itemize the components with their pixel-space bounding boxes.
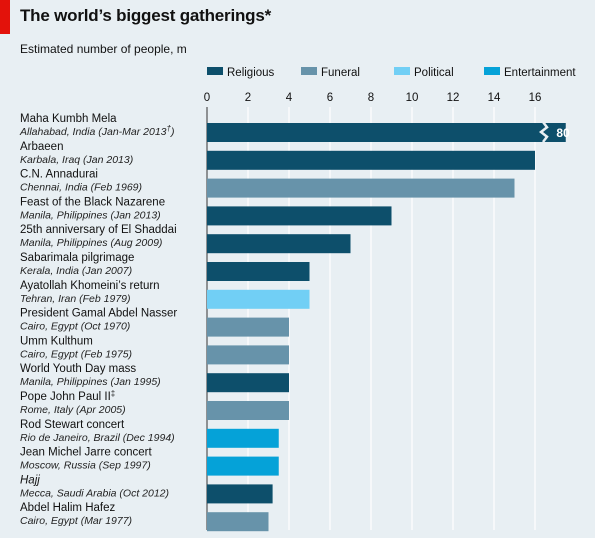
legend-swatch [484,67,500,75]
bar [207,401,289,420]
bar [207,206,392,226]
row-name: Arbaeen [20,141,63,153]
row-name: Umm Kulthum [20,335,93,347]
bar [207,289,310,309]
legend-swatch [207,67,223,75]
row-name: Hajj [20,474,40,486]
bar [207,262,310,281]
chart-title: The world’s biggest gatherings* [20,6,272,25]
bar [207,373,289,393]
bar [207,512,269,532]
bar-value-label: 80 [556,126,570,140]
row-name: Jean Michel Jarre concert [20,447,152,459]
x-tick-label: 14 [488,92,501,104]
bars: 80 [207,121,570,532]
bar [207,428,279,448]
row-location: Cairo, Egypt (Feb 1975) [20,348,132,360]
row-name: C.N. Annadurai [20,169,98,181]
row-name: Rod Stewart concert [20,419,125,431]
row-location: Manila, Philippines (Jan 2013) [20,209,161,221]
row-location: Manila, Philippines (Jan 1995) [20,376,161,388]
chart-subtitle: Estimated number of people, m [20,42,187,56]
row-location: Cairo, Egypt (Mar 1977) [20,515,132,527]
x-tick-label: 10 [406,92,419,104]
x-axis-ticks: 0 2 4 6 8 10 12 14 16 [204,92,542,104]
legend-swatch [394,67,410,75]
x-tick-label: 16 [529,92,542,104]
x-tick-label: 6 [327,92,333,104]
legend: Religious Funeral Political Entertainment [207,67,576,79]
bar [207,345,289,365]
bar [207,150,535,170]
row-location: Allahabad, India (Jan-Mar 2013†) [19,124,174,138]
row-location: Moscow, Russia (Sep 1997) [20,460,151,472]
row-name: Pope John Paul II‡ [20,389,115,403]
x-tick-label: 0 [204,92,210,104]
x-tick-label: 2 [245,92,251,104]
row-name: President Gamal Abdel Nasser [20,308,177,320]
bar [207,456,279,476]
legend-label: Entertainment [504,67,576,79]
row-name: 25th anniversary of El Shaddai [20,224,177,236]
row-location: Mecca, Saudi Arabia (Oct 2012) [20,487,169,499]
row-name: Ayatollah Khomeini’s return [20,280,160,292]
row-name: Abdel Halim Hafez [20,502,115,514]
legend-label: Political [414,67,454,79]
row-location: Karbala, Iraq (Jan 2013) [20,154,133,166]
row-location: Cairo, Egypt (Oct 1970) [20,321,130,333]
row-name: Feast of the Black Nazarene [20,196,165,208]
row-location: Manila, Philippines (Aug 2009) [20,237,162,249]
x-tick-label: 4 [286,92,293,104]
legend-label: Funeral [321,67,360,79]
axis-break-mark [538,121,549,143]
bar [207,484,273,504]
row-name: World Youth Day mass [20,363,136,375]
legend-swatch [301,67,317,75]
row-name: Sabarimala pilgrimage [20,252,134,264]
row-location: Rio de Janeiro, Brazil (Dec 1994) [20,432,175,444]
legend-label: Religious [227,67,275,79]
brand-accent-tab [0,0,10,34]
row-location: Rome, Italy (Apr 2005) [20,404,126,416]
row-location: Chennai, India (Feb 1969) [20,182,142,194]
row-location: Kerala, India (Jan 2007) [20,265,132,277]
row-name: Maha Kumbh Mela [20,113,117,125]
x-tick-label: 12 [447,92,460,104]
bar [207,317,289,337]
bar [207,178,515,198]
bar [207,234,351,254]
row-location: Tehran, Iran (Feb 1979) [20,293,131,305]
bar [207,123,566,142]
x-tick-label: 8 [368,92,374,104]
